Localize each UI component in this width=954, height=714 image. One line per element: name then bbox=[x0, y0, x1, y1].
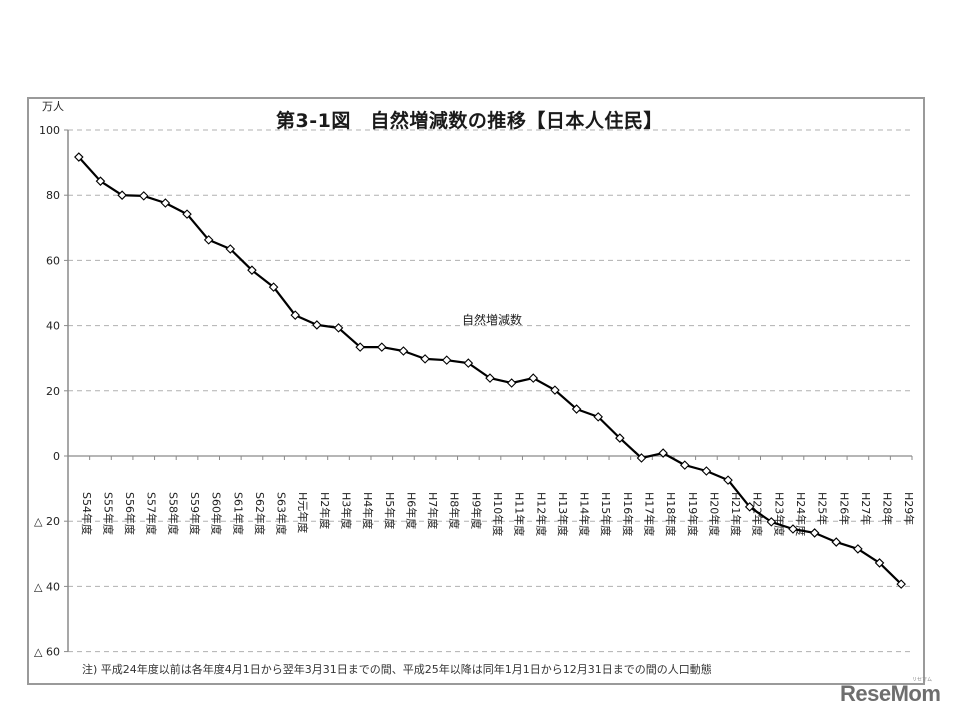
x-tick-label: H28年 bbox=[881, 492, 895, 525]
x-tick-label: S56年度 bbox=[123, 492, 137, 535]
x-tick-label: H9年度 bbox=[469, 492, 483, 529]
y-tick-label: △ 60 bbox=[34, 646, 60, 659]
diamond-marker-icon bbox=[95, 176, 106, 186]
diamond-marker-icon bbox=[744, 502, 755, 512]
x-tick-label: S54年度 bbox=[80, 492, 94, 535]
x-tick-label: S59年度 bbox=[188, 492, 202, 535]
y-tick-label: 80 bbox=[46, 189, 60, 202]
diamond-marker-icon bbox=[593, 412, 603, 422]
diamond-marker-icon bbox=[679, 460, 690, 470]
diamond-marker-icon bbox=[896, 579, 906, 589]
x-tick-label: H19年度 bbox=[686, 492, 700, 536]
y-tick-label: 0 bbox=[53, 450, 60, 463]
diamond-marker-icon bbox=[658, 448, 668, 458]
x-tick-label: H15年度 bbox=[599, 492, 613, 536]
diamond-marker-icon bbox=[398, 346, 409, 356]
x-tick-label: H3年度 bbox=[340, 492, 354, 529]
diamond-marker-icon bbox=[571, 404, 582, 414]
chart-title: 第3-1図 自然増減数の推移【日本人住民】 bbox=[276, 110, 663, 132]
series-line bbox=[74, 152, 906, 589]
diamond-marker-icon bbox=[485, 373, 495, 383]
x-tick-label: H10年度 bbox=[491, 492, 505, 536]
x-tick-label: H6年度 bbox=[404, 492, 418, 529]
diamond-marker-icon bbox=[723, 475, 733, 485]
x-tick-label: H25年 bbox=[816, 492, 830, 525]
x-tick-label: H8年度 bbox=[448, 492, 462, 529]
x-tick-label: H17年度 bbox=[642, 492, 656, 536]
x-tick-label: S62年度 bbox=[253, 492, 267, 535]
x-tick-label: H13年度 bbox=[556, 492, 570, 536]
y-tick-label: △ 20 bbox=[34, 515, 60, 528]
diamond-marker-icon bbox=[788, 524, 798, 534]
diamond-marker-icon bbox=[117, 190, 127, 200]
x-tick-label: H20年度 bbox=[707, 492, 721, 536]
diamond-marker-icon bbox=[550, 385, 560, 395]
diamond-marker-icon bbox=[355, 342, 365, 352]
y-tick-label: △ 40 bbox=[34, 580, 60, 593]
y-axis-unit: 万人 bbox=[42, 100, 64, 113]
y-tick-label: 100 bbox=[39, 124, 60, 137]
x-tick-label: H29年 bbox=[902, 492, 916, 525]
x-tick-label: H16年度 bbox=[621, 492, 635, 536]
resemom-logo-ruby: リセマム bbox=[912, 677, 933, 683]
x-tick-label: H24年度 bbox=[794, 492, 808, 536]
x-axis-labels: S54年度 S55年度 S56年度 S57年度 S58年度 S59年度 S60年度 S61年度… bbox=[80, 492, 916, 536]
diamond-marker-icon bbox=[312, 320, 322, 330]
diamond-marker-icon bbox=[615, 433, 625, 443]
x-tick-label: S61年度 bbox=[231, 492, 245, 535]
x-tick-label: H23年度 bbox=[772, 492, 786, 536]
diamond-marker-icon bbox=[441, 355, 452, 365]
diamond-marker-icon bbox=[377, 342, 387, 352]
x-tick-label: H4年度 bbox=[361, 492, 375, 529]
diamond-marker-icon bbox=[333, 323, 344, 333]
diamond-marker-icon bbox=[853, 544, 863, 554]
diamond-marker-icon bbox=[766, 517, 777, 527]
diamond-marker-icon bbox=[225, 244, 236, 254]
x-tick-label: S60年度 bbox=[210, 492, 224, 535]
diamond-marker-icon bbox=[74, 152, 84, 162]
diamond-marker-icon bbox=[160, 198, 171, 208]
diamond-marker-icon bbox=[874, 558, 885, 568]
diamond-marker-icon bbox=[831, 537, 842, 547]
x-tick-label: S63年度 bbox=[275, 492, 289, 535]
diamond-marker-icon bbox=[636, 453, 647, 463]
x-tick-label: H11年度 bbox=[513, 492, 527, 536]
diamond-marker-icon bbox=[420, 354, 430, 364]
diamond-marker-icon bbox=[203, 235, 214, 245]
y-axis-ticks: 100 80 60 40 20 0 △ 20 △ 40 △ 60 bbox=[34, 124, 69, 659]
diamond-marker-icon bbox=[528, 373, 539, 383]
x-tick-label: H27年 bbox=[859, 492, 873, 525]
y-tick-label: 60 bbox=[46, 254, 60, 267]
x-tick-label: S57年度 bbox=[145, 492, 159, 535]
diamond-marker-icon bbox=[506, 378, 517, 388]
diamond-marker-icon bbox=[182, 209, 192, 219]
x-tick-label: H2年度 bbox=[318, 492, 332, 529]
x-tick-label: H元年度 bbox=[296, 492, 310, 533]
x-tick-label: H7年度 bbox=[426, 492, 440, 529]
resemom-logo: ReseMom bbox=[840, 681, 941, 706]
diamond-marker-icon bbox=[809, 528, 820, 538]
x-tick-label: H26年 bbox=[837, 492, 851, 525]
x-tick-label: H22年度 bbox=[751, 492, 765, 536]
diamond-marker-icon bbox=[268, 282, 279, 292]
diamond-marker-icon bbox=[701, 466, 712, 476]
series-label: 自然増減数 bbox=[462, 313, 523, 327]
x-tick-label: H21年度 bbox=[729, 492, 743, 536]
diamond-marker-icon bbox=[247, 265, 257, 275]
x-tick-label: S58年度 bbox=[166, 492, 180, 535]
x-tick-label: H5年度 bbox=[383, 492, 397, 529]
x-tick-label: H14年度 bbox=[578, 492, 592, 536]
x-tick-label: H18年度 bbox=[664, 492, 678, 536]
diamond-marker-icon bbox=[463, 358, 474, 368]
x-tick-label: S55年度 bbox=[101, 492, 115, 535]
diamond-marker-icon bbox=[290, 310, 301, 320]
footnote: 注) 平成24年度以前は各年度4月1日から翌年3月31日までの間、平成25年以降… bbox=[82, 663, 712, 676]
y-tick-label: 20 bbox=[46, 385, 60, 398]
y-tick-label: 40 bbox=[46, 320, 60, 333]
x-axis bbox=[67, 455, 913, 460]
x-tick-label: H12年度 bbox=[534, 492, 548, 536]
gridlines bbox=[68, 129, 912, 653]
diamond-marker-icon bbox=[138, 191, 149, 201]
